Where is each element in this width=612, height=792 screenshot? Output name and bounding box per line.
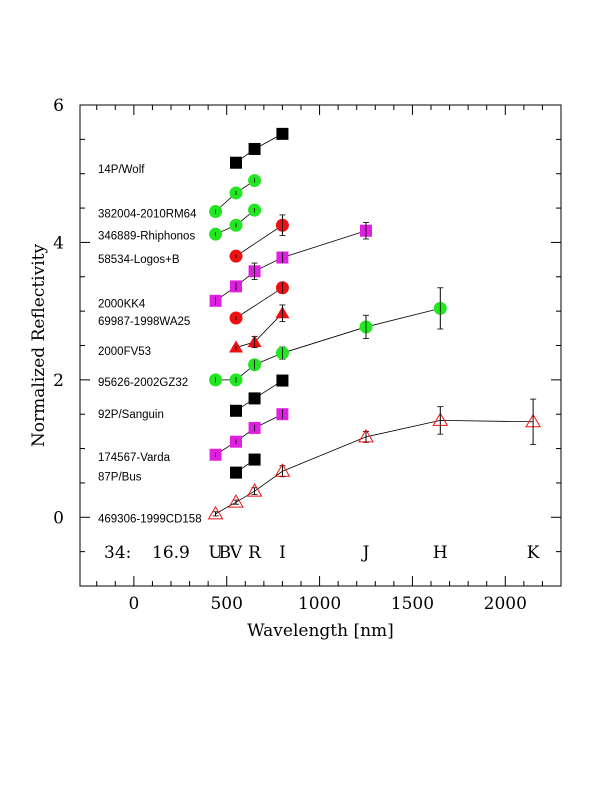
series-10: 87P/Bus: [98, 453, 261, 484]
data-point: [248, 453, 261, 466]
x-tick-label: 1500: [391, 594, 434, 614]
y-tick-label: 2: [53, 371, 64, 391]
series-label: 58534-Logos+B: [98, 254, 180, 266]
series-6: 2000FV53: [98, 304, 290, 358]
series-label: 14P/Wolf: [98, 164, 145, 176]
series-label: 469306-1999CD158: [98, 514, 202, 526]
y-tick-label: 0: [53, 508, 64, 528]
axis-ticks: [80, 104, 562, 587]
series-5: 69987-1998WA25: [98, 281, 289, 328]
series-label: 87P/Bus: [98, 472, 142, 484]
object-id-label: 34:: [104, 543, 131, 563]
data-point: [230, 404, 242, 417]
data-point: [230, 156, 242, 169]
series-7: 95626-2002GZ32: [98, 287, 447, 389]
band-letter-J: J: [361, 543, 370, 563]
x-tick-label: 500: [210, 594, 242, 614]
data-point: [248, 142, 261, 155]
series-1: 382004-2010RM64: [98, 174, 262, 221]
series-11: 469306-1999CD158: [98, 398, 542, 526]
data-point: [276, 374, 289, 387]
band-footer: 34: 16.9 UBV R I J H K: [104, 543, 540, 563]
y-axis-title: Normalized Reflectivity: [29, 244, 49, 448]
series-label: 2000KK4: [98, 299, 146, 311]
data-point: [207, 505, 224, 520]
band-letter-U: U: [208, 543, 222, 563]
series-label: 95626-2002GZ32: [98, 377, 188, 389]
series-4: 2000KK4: [98, 222, 372, 311]
x-tick-label: 0: [128, 594, 139, 614]
series-layer: 14P/Wolf 382004-2010RM64 346889-Rhiphonos 5…: [98, 127, 542, 526]
series-line: [235, 224, 283, 257]
series-line: [235, 312, 283, 348]
band-letter-V: V: [229, 543, 243, 563]
band-letter-K: K: [527, 543, 540, 563]
y-tick-label: 4: [53, 233, 64, 253]
series-8: 92P/Sanguin: [98, 374, 289, 421]
data-point: [276, 127, 289, 140]
series-label: 346889-Rhiphonos: [98, 231, 195, 243]
data-point: [230, 466, 242, 479]
series-line: [215, 308, 441, 381]
y-tick-label: 6: [53, 96, 64, 116]
data-point: [248, 392, 261, 405]
series-label: 92P/Sanguin: [98, 409, 164, 421]
series-line: [215, 413, 283, 456]
band-letter-R: R: [248, 543, 262, 563]
band-letter-B: B: [219, 543, 232, 563]
series-line: [235, 287, 283, 319]
series-line: [215, 419, 534, 515]
series-3: 58534-Logos+B: [98, 214, 289, 266]
band-letter-H: H: [433, 543, 448, 563]
tick-labels: 0 500 1000 1500 2000 0 2 4 6: [53, 96, 527, 614]
x-axis-title: Wavelength [nm]: [247, 621, 394, 641]
magnitude-label: 16.9: [152, 543, 190, 563]
series-label: 174567-Varda: [98, 452, 171, 464]
series-label: 2000FV53: [98, 346, 151, 358]
series-2: 346889-Rhiphonos: [98, 203, 262, 243]
data-point: [228, 494, 244, 508]
series-9: 174567-Varda: [98, 408, 289, 464]
data-point: [246, 483, 263, 497]
series-0: 14P/Wolf: [98, 127, 289, 176]
band-letter-I: I: [279, 543, 286, 563]
series-label: 382004-2010RM64: [98, 209, 197, 221]
x-tick-label: 2000: [484, 594, 527, 614]
x-tick-label: 1000: [298, 594, 341, 614]
series-label: 69987-1998WA25: [98, 316, 190, 328]
